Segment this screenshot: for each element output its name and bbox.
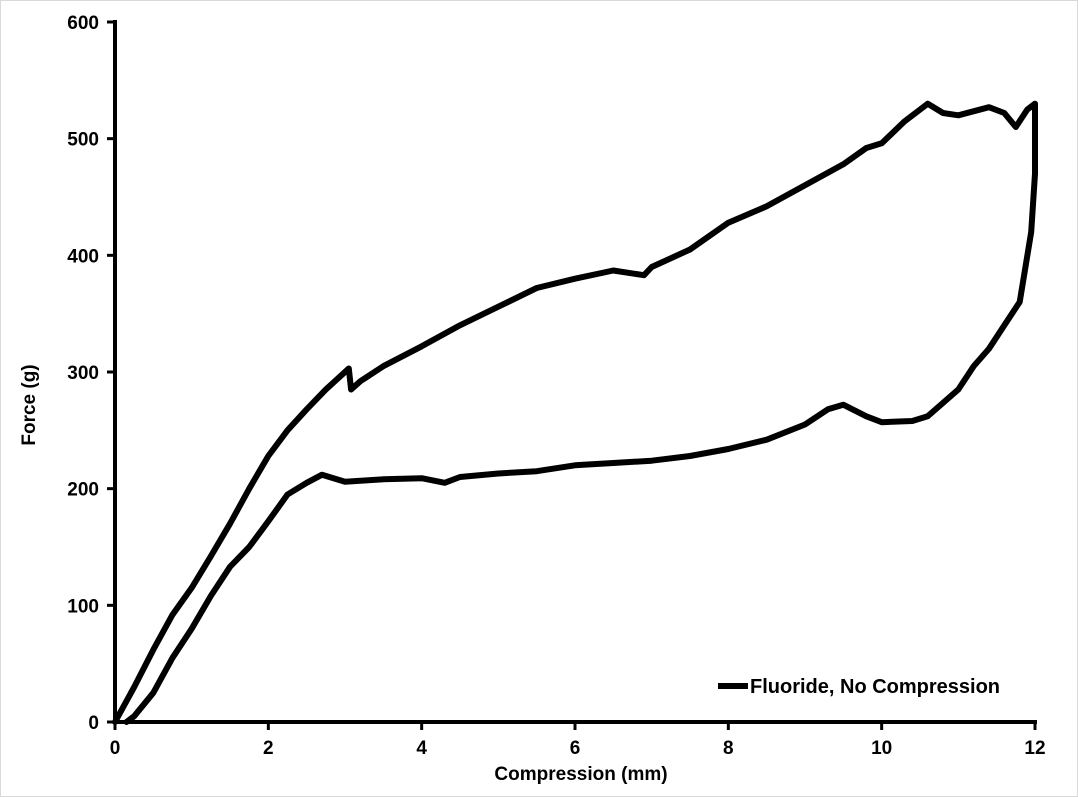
y-tick-label: 300 (67, 363, 99, 384)
y-tick-label: 0 (88, 713, 99, 734)
legend: Fluoride, No Compression (718, 676, 1000, 698)
x-tick-label: 8 (723, 738, 734, 759)
x-axis-title: Compression (mm) (494, 764, 667, 785)
series-line-0 (112, 100, 1038, 725)
y-tick-label: 500 (67, 130, 99, 151)
legend-label: Fluoride, No Compression (750, 676, 1000, 698)
y-tick-label: 600 (67, 13, 99, 34)
x-tick-label: 4 (416, 738, 427, 759)
x-tick-label: 10 (871, 738, 892, 759)
x-tick-label: 2 (263, 738, 274, 759)
x-tick-label: 0 (110, 738, 121, 759)
y-tick-label: 400 (67, 246, 99, 267)
y-tick-label: 100 (67, 596, 99, 617)
x-tick-label: 12 (1024, 738, 1045, 759)
y-tick-label: 200 (67, 480, 99, 501)
series-layer (112, 100, 1038, 725)
y-axis-title: Force (g) (19, 364, 40, 445)
x-tick-label: 6 (570, 738, 581, 759)
ticks-layer: 0 2 4 6 8 10 12 0 100 200 300 400 500 600 (67, 13, 1045, 759)
